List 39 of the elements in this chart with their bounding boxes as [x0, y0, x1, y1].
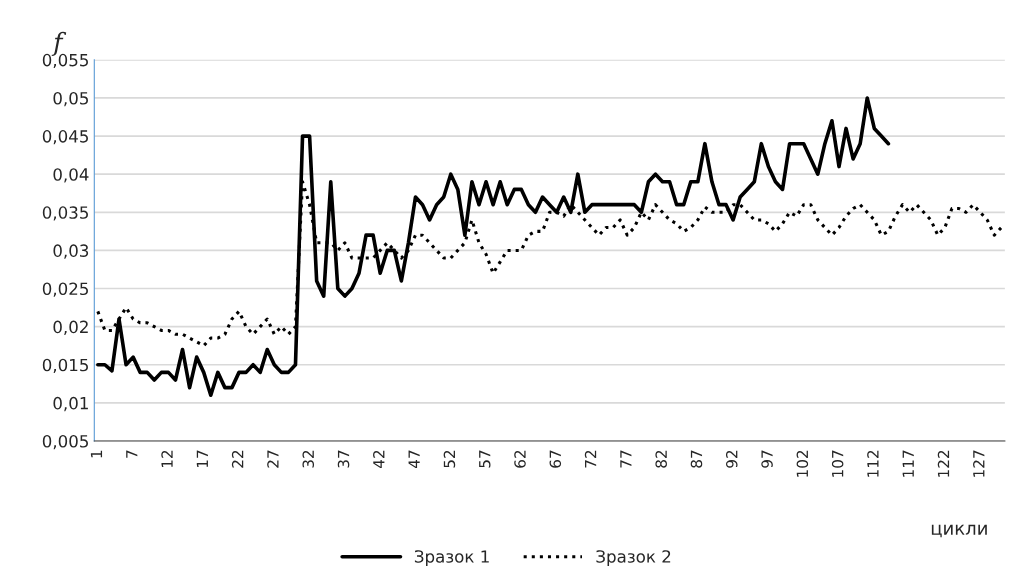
y-tick-label: 0,01	[53, 396, 88, 412]
y-tick-label: 0,02	[53, 320, 88, 335]
x-tick-label: 77	[620, 450, 632, 468]
x-tick-label: 127	[973, 450, 985, 477]
x-tick-label: 102	[796, 450, 809, 477]
x-tick-label: 112	[867, 450, 879, 477]
x-tick-label: 52	[443, 450, 456, 468]
x-tick-label: 12	[161, 450, 173, 468]
y-tick-label: 0,035	[42, 206, 88, 221]
y-tick-label: 0,025	[42, 282, 88, 297]
x-tick-label: 7	[126, 450, 138, 458]
y-tick-label: 0,03	[53, 244, 89, 259]
x-tick-label: 1	[90, 450, 103, 458]
x-tick-label: 27	[267, 450, 279, 468]
x-tick-label: 57	[479, 450, 491, 468]
legend-label: Зразок 1	[414, 550, 489, 566]
y-tick-label: 0,015	[42, 358, 88, 374]
x-tick-label: 97	[761, 450, 773, 468]
x-tick-label: 72	[584, 450, 597, 468]
x-tick-label: 87	[690, 450, 703, 468]
legend-label: Зразок 2	[596, 550, 671, 566]
x-tick-label: 47	[408, 450, 420, 469]
y-tick-label: 0,005	[42, 434, 88, 450]
y-tick-label: 0,045	[42, 130, 88, 145]
x-tick-label: 17	[196, 450, 208, 468]
y-tick-label: 0,04	[53, 168, 89, 183]
x-tick-label: 37	[337, 450, 350, 468]
x-tick-label: 22	[231, 450, 244, 468]
x-tick-label: 62	[514, 450, 526, 468]
x-tick-label: 107	[831, 450, 844, 477]
x-axis-title: цикли	[931, 524, 987, 538]
x-tick-label: 92	[725, 450, 738, 468]
x-tick-label: 122	[937, 450, 950, 477]
x-tick-label: 117	[902, 450, 914, 477]
x-tick-label: 82	[655, 450, 667, 468]
x-tick-label: 32	[302, 450, 315, 468]
x-tick-label: 42	[373, 450, 385, 469]
y-tick-label: 0,05	[53, 91, 88, 107]
x-tick-label: 67	[549, 450, 562, 468]
